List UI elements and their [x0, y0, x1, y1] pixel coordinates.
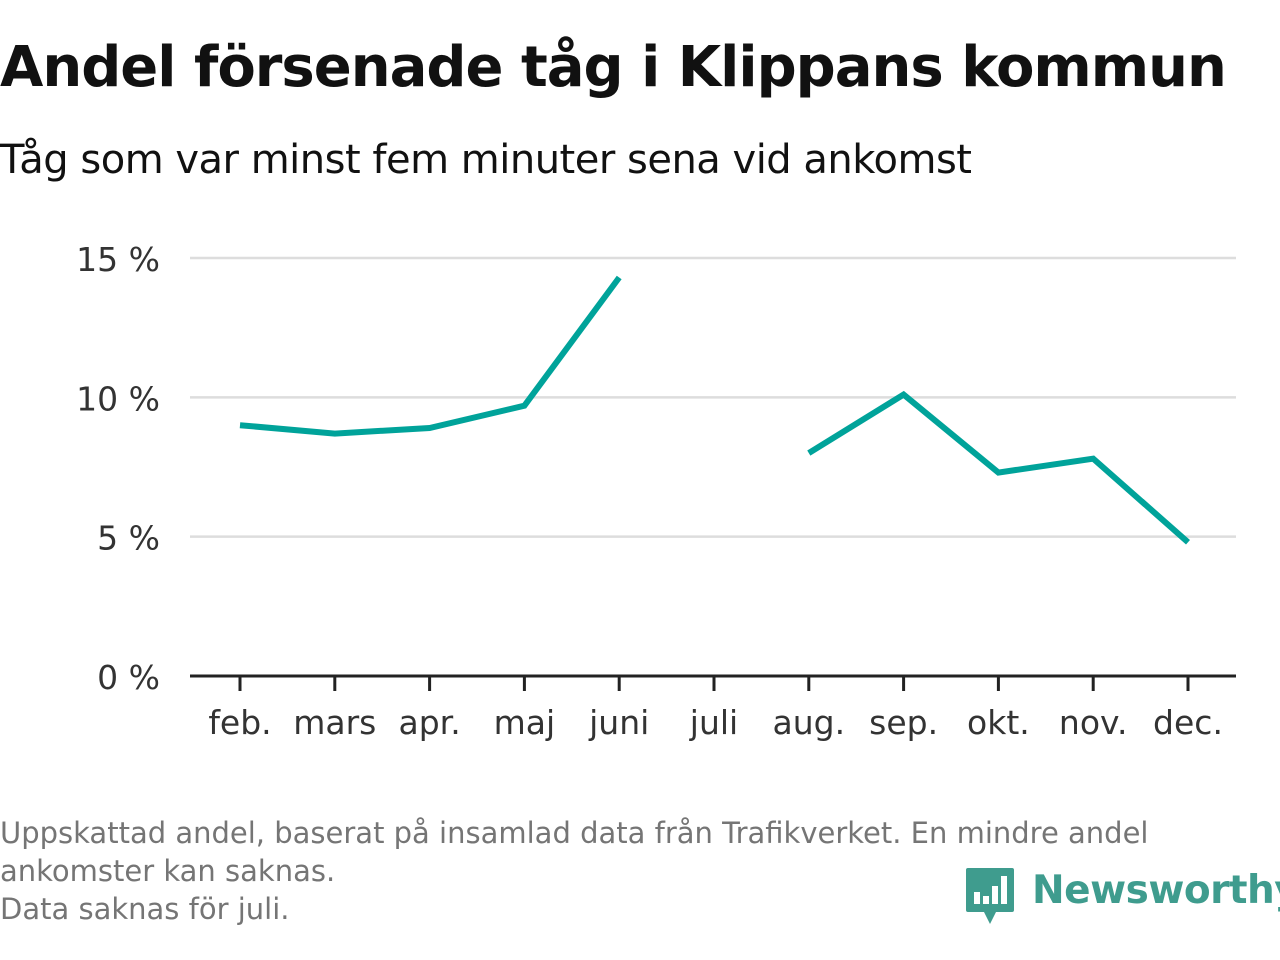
y-tick-label: 5 % [97, 519, 160, 558]
chart-title: Andel försenade tåg i Klippans kommun [0, 35, 1227, 100]
x-tick-label: okt. [967, 703, 1030, 742]
line-chart: 0 % 5 % 10 % 15 % feb. mars apr. maj juni juli aug… [76, 240, 1236, 742]
brand-logo: Newsworthy [964, 864, 1280, 928]
x-tick-label: aug. [773, 703, 846, 742]
y-tick-label: 0 % [97, 658, 160, 697]
x-tick-label: nov. [1059, 703, 1128, 742]
brand-name: Newsworthy [1032, 868, 1280, 913]
x-tick-label: apr. [398, 703, 460, 742]
y-tick-label: 10 % [76, 379, 160, 418]
x-tick-label: juni [588, 703, 649, 742]
x-tick-label: feb. [208, 703, 271, 742]
newsworthy-logo-icon [966, 868, 1014, 924]
x-tick-label: juli [689, 703, 738, 742]
footnote-line-1: Uppskattad andel, baserat på insamlad da… [0, 816, 1149, 850]
chart-subtitle: Tåg som var minst fem minuter sena vid a… [0, 137, 972, 183]
x-tick-label: dec. [1153, 703, 1223, 742]
y-tick-label: 15 % [76, 240, 160, 279]
x-tick-label: mars [293, 703, 376, 742]
footnote-line-2: ankomster kan saknas. [0, 854, 336, 888]
series-line [239, 275, 622, 437]
x-tick-label: maj [494, 703, 556, 742]
x-tick-label: sep. [869, 703, 938, 742]
footnote-line-3: Data saknas för juli. [0, 892, 290, 926]
footnote: Uppskattad andel, baserat på insamlad da… [0, 814, 1270, 928]
series-line [807, 390, 1190, 545]
